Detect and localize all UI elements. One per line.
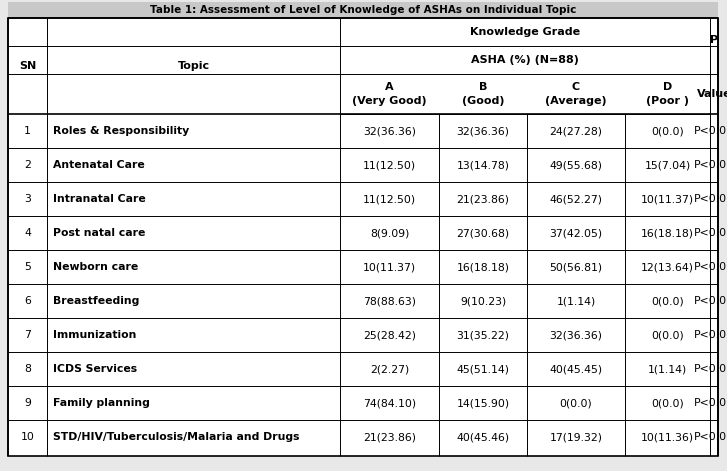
Text: 21(23.86): 21(23.86)	[457, 194, 510, 204]
Text: P<0.01: P<0.01	[694, 194, 727, 204]
Text: 10(11.37): 10(11.37)	[363, 262, 416, 272]
Text: 37(42.05): 37(42.05)	[550, 228, 603, 238]
Text: 6: 6	[24, 296, 31, 306]
Bar	[8, 182, 718, 216]
Text: Family planning: Family planning	[53, 398, 150, 408]
Text: Antenatal Care: Antenatal Care	[53, 160, 145, 170]
Text: 16(18.18): 16(18.18)	[641, 228, 694, 238]
Bar	[8, 284, 718, 318]
Text: (Average): (Average)	[545, 96, 607, 106]
Bar	[8, 420, 718, 454]
Text: 49(55.68): 49(55.68)	[550, 160, 603, 170]
Bar	[8, 386, 718, 420]
Text: 1: 1	[24, 126, 31, 136]
Text: 11(12.50): 11(12.50)	[363, 160, 416, 170]
Text: Immunization: Immunization	[53, 330, 137, 340]
Text: 9(10.23): 9(10.23)	[460, 296, 506, 306]
Text: (Very Good): (Very Good)	[352, 96, 427, 106]
Text: 32(36.36): 32(36.36)	[550, 330, 603, 340]
Text: 40(45.46): 40(45.46)	[457, 432, 510, 442]
Text: P<0.01: P<0.01	[694, 160, 727, 170]
Text: 11(12.50): 11(12.50)	[363, 194, 416, 204]
Text: P<0.01: P<0.01	[694, 364, 727, 374]
Text: 8: 8	[24, 364, 31, 374]
Text: Knowledge Grade: Knowledge Grade	[470, 27, 580, 37]
Text: P<0.01: P<0.01	[694, 228, 727, 238]
Text: (Poor ): (Poor )	[646, 96, 689, 106]
Text: P<0.01: P<0.01	[694, 262, 727, 272]
Text: 10(11.37): 10(11.37)	[641, 194, 694, 204]
Text: 10(11.36): 10(11.36)	[641, 432, 694, 442]
Text: 17(19.32): 17(19.32)	[550, 432, 603, 442]
Text: P<0.01: P<0.01	[694, 432, 727, 442]
Text: 16(18.18): 16(18.18)	[457, 262, 510, 272]
Text: 2: 2	[24, 160, 31, 170]
Text: P<0.01: P<0.01	[694, 398, 727, 408]
Text: 14(15.90): 14(15.90)	[457, 398, 510, 408]
Text: 1(1.14): 1(1.14)	[556, 296, 595, 306]
Text: ASHA (%) (N=88): ASHA (%) (N=88)	[471, 55, 579, 65]
Bar	[8, 352, 718, 386]
Text: Topic: Topic	[177, 61, 209, 71]
Text: 0(0.0): 0(0.0)	[651, 398, 684, 408]
Text: 7: 7	[24, 330, 31, 340]
Text: Table 1: Assessment of Level of Knowledge of ASHAs on Individual Topic: Table 1: Assessment of Level of Knowledg…	[150, 5, 577, 15]
Text: 31(35.22): 31(35.22)	[457, 330, 510, 340]
Text: C: C	[572, 82, 580, 92]
Text: B: B	[479, 82, 487, 92]
Bar	[8, 114, 718, 148]
Text: P<0.01: P<0.01	[694, 330, 727, 340]
Text: P<0.01: P<0.01	[694, 296, 727, 306]
Text: Newborn care: Newborn care	[53, 262, 138, 272]
Text: D: D	[663, 82, 672, 92]
Text: 50(56.81): 50(56.81)	[550, 262, 603, 272]
Text: Post natal care: Post natal care	[53, 228, 145, 238]
Text: (Good): (Good)	[462, 96, 505, 106]
Text: 78(88.63): 78(88.63)	[363, 296, 416, 306]
Text: 32(36.36): 32(36.36)	[363, 126, 416, 136]
Text: 13(14.78): 13(14.78)	[457, 160, 510, 170]
Text: 0(0.0): 0(0.0)	[560, 398, 593, 408]
Bar	[8, 148, 718, 182]
Text: 4: 4	[24, 228, 31, 238]
Text: 24(27.28): 24(27.28)	[550, 126, 603, 136]
Text: ICDS Services: ICDS Services	[53, 364, 137, 374]
Text: SN: SN	[19, 61, 36, 71]
Text: 27(30.68): 27(30.68)	[457, 228, 510, 238]
Bar	[8, 2, 718, 18]
Bar	[8, 318, 718, 352]
Text: P: P	[710, 35, 718, 45]
Text: 45(51.14): 45(51.14)	[457, 364, 510, 374]
Bar	[8, 250, 718, 284]
Text: Value: Value	[696, 89, 727, 99]
Text: 9: 9	[24, 398, 31, 408]
Text: 0(0.0): 0(0.0)	[651, 330, 684, 340]
Text: 3: 3	[24, 194, 31, 204]
Text: P<0.01: P<0.01	[694, 126, 727, 136]
Text: 74(84.10): 74(84.10)	[363, 398, 416, 408]
Text: 5: 5	[24, 262, 31, 272]
Text: 2(2.27): 2(2.27)	[370, 364, 409, 374]
Text: 12(13.64): 12(13.64)	[641, 262, 694, 272]
Text: 0(0.0): 0(0.0)	[651, 126, 684, 136]
Text: 32(36.36): 32(36.36)	[457, 126, 510, 136]
Text: 46(52.27): 46(52.27)	[550, 194, 603, 204]
Bar	[8, 216, 718, 250]
Text: 8(9.09): 8(9.09)	[370, 228, 409, 238]
Text: 10: 10	[20, 432, 34, 442]
Text: 25(28.42): 25(28.42)	[363, 330, 416, 340]
Text: Intranatal Care: Intranatal Care	[53, 194, 145, 204]
Text: STD/HIV/Tuberculosis/Malaria and Drugs: STD/HIV/Tuberculosis/Malaria and Drugs	[53, 432, 300, 442]
Text: A: A	[385, 82, 394, 92]
Text: 1(1.14): 1(1.14)	[648, 364, 687, 374]
Text: Breastfeeding: Breastfeeding	[53, 296, 140, 306]
Text: 21(23.86): 21(23.86)	[363, 432, 416, 442]
Text: 40(45.45): 40(45.45)	[550, 364, 603, 374]
Text: Roles & Responsibility: Roles & Responsibility	[53, 126, 189, 136]
Text: 0(0.0): 0(0.0)	[651, 296, 684, 306]
Text: 15(7.04): 15(7.04)	[644, 160, 691, 170]
